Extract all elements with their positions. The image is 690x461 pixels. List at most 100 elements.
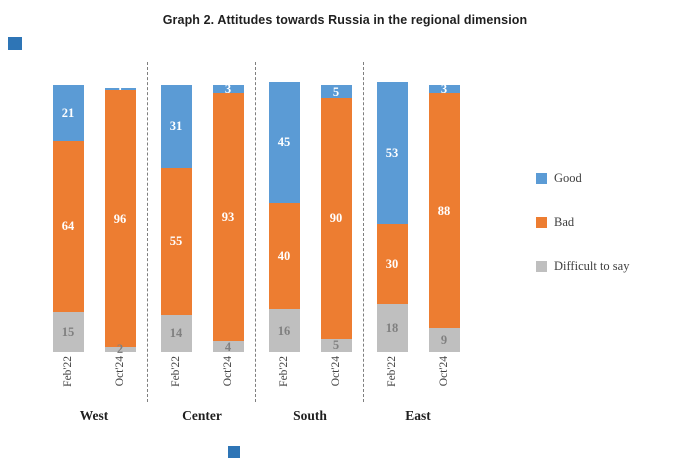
segment-value-label: 15 [61, 324, 75, 339]
segment-bad: 55 [160, 167, 192, 315]
segment-good: 3 [428, 83, 460, 95]
segment-value-label: 93 [221, 209, 235, 224]
legend-label: Good [554, 171, 582, 185]
segment-value-label: 5 [332, 338, 340, 353]
bars-row-south: 45 40 16 5 90 5 [256, 60, 364, 352]
segment-difficult-to-say: 2 [104, 343, 136, 355]
legend-item-bad: Bad [536, 215, 629, 230]
segment-value-label: 55 [169, 233, 183, 248]
bars-row-west: 21 64 15 1 96 2 [40, 60, 148, 355]
segment-good: 3 [212, 83, 244, 95]
axis-tick-center-feb-22: Feb'22 [161, 352, 192, 400]
legend-label: Difficult to say [554, 259, 630, 273]
ticks-row-west: Feb'22 Oct'24 [40, 352, 148, 400]
segment-difficult-to-say: 14 [160, 314, 192, 352]
region-separator-line [363, 62, 364, 402]
blue-square-marker-top [8, 37, 22, 50]
axis-tick-east-feb-22: Feb'22 [377, 352, 408, 400]
segment-value-label: 30 [385, 256, 399, 271]
stacked-bar-west-feb-22: 21 64 15 [52, 84, 84, 352]
stacked-bar-east-oct-24: 3 88 9 [428, 83, 460, 352]
legend: Good Bad Difficult to say [536, 171, 629, 274]
legend-item-good: Good [536, 171, 629, 186]
segment-good: 31 [160, 84, 192, 168]
ticks-row-south: Feb'22 Oct'24 [256, 352, 364, 400]
axis-tick-label: Feb'22 [278, 356, 290, 387]
legend-item-difficult-to-say: Difficult to say [536, 259, 629, 274]
stacked-bar-center-oct-24: 3 93 4 [212, 83, 244, 352]
segment-value-label: 9 [440, 332, 448, 347]
segment-value-label: 90 [329, 211, 343, 226]
axis-tick-label: Oct'24 [438, 356, 450, 387]
segment-bad: 96 [104, 90, 136, 347]
axis-tick-label: Feb'22 [386, 356, 398, 387]
segment-value-label: 14 [169, 326, 183, 341]
segment-value-label: 88 [437, 203, 451, 218]
axis-tick-label: Feb'22 [62, 356, 74, 387]
legend-swatch-icon [536, 217, 547, 228]
legend-label: Bad [554, 215, 575, 229]
segment-value-label: 45 [277, 135, 291, 150]
segment-value-label: 18 [385, 320, 399, 335]
segment-bad: 40 [268, 202, 300, 310]
axis-tick-west-feb-22: Feb'22 [53, 352, 84, 400]
ticks-row-center: Feb'22 Oct'24 [148, 352, 256, 400]
segment-value-label: 21 [61, 105, 75, 120]
segment-bad: 93 [212, 93, 244, 342]
segment-bad: 30 [376, 223, 408, 304]
segment-difficult-to-say: 16 [268, 309, 300, 352]
segment-value-label: 96 [113, 211, 127, 226]
segment-difficult-to-say: 5 [320, 338, 352, 352]
region-separator-line [255, 62, 256, 402]
segment-good: 53 [376, 82, 408, 224]
axis-tick-south-feb-22: Feb'22 [269, 352, 300, 400]
segment-good: 5 [320, 84, 352, 99]
segment-value-label: 31 [169, 119, 183, 134]
legend-swatch-icon [536, 173, 547, 184]
segment-difficult-to-say: 15 [52, 311, 84, 352]
segment-difficult-to-say: 9 [428, 328, 460, 352]
segment-bad: 64 [52, 141, 84, 312]
segment-value-label: 5 [332, 84, 340, 99]
stacked-bar-east-feb-22: 53 30 18 [376, 82, 408, 352]
region-group-west: 21 64 15 1 96 2 Feb'22 Oct'24 West [40, 60, 148, 424]
region-separator-line [147, 62, 148, 402]
segment-bad: 88 [428, 93, 460, 328]
legend-swatch-icon [536, 261, 547, 272]
segment-value-label: 53 [385, 145, 399, 160]
axis-tick-west-oct-24: Oct'24 [105, 352, 136, 400]
segment-bad: 90 [320, 98, 352, 339]
region-group-east: 53 30 18 3 88 9 Feb'22 Oct'24 East [364, 60, 472, 424]
segment-value-label: 40 [277, 248, 291, 263]
region-label-west: West [79, 408, 109, 423]
stacked-bar-west-oct-24: 1 96 2 [104, 83, 136, 355]
bars-row-center: 31 55 14 3 93 4 [148, 60, 256, 352]
region-label-east: East [405, 408, 431, 423]
axis-tick-label: Oct'24 [222, 356, 234, 387]
region-group-south: 45 40 16 5 90 5 Feb'22 Oct'24 South [256, 60, 364, 424]
region-group-center: 31 55 14 3 93 4 Feb'22 Oct'24 Center [148, 60, 256, 424]
stacked-bar-center-feb-22: 31 55 14 [160, 84, 192, 352]
axis-tick-east-oct-24: Oct'24 [429, 352, 460, 400]
blue-square-marker-bottom [228, 446, 240, 458]
axis-tick-label: Oct'24 [330, 356, 342, 387]
segment-good: 21 [52, 84, 84, 142]
ticks-row-east: Feb'22 Oct'24 [364, 352, 472, 400]
segment-difficult-to-say: 18 [376, 303, 408, 352]
bars-row-east: 53 30 18 3 88 9 [364, 60, 472, 352]
region-label-south: South [293, 408, 327, 423]
region-label-center: Center [182, 408, 222, 423]
segment-good: 45 [268, 82, 300, 203]
chart-title: Graph 2. Attitudes towards Russia in the… [162, 13, 528, 27]
segment-value-label: 16 [277, 323, 291, 338]
segment-difficult-to-say: 4 [212, 340, 244, 352]
axis-tick-label: Feb'22 [170, 356, 182, 387]
axis-tick-label: Oct'24 [114, 356, 126, 387]
stacked-bar-south-feb-22: 45 40 16 [268, 82, 300, 352]
segment-value-label: 64 [61, 219, 75, 234]
chart-regions: 21 64 15 1 96 2 Feb'22 Oct'24 West 31 55 14 3 93 4 Feb'… [40, 60, 472, 424]
axis-tick-center-oct-24: Oct'24 [213, 352, 244, 400]
axis-tick-south-oct-24: Oct'24 [321, 352, 352, 400]
stacked-bar-south-oct-24: 5 90 5 [320, 84, 352, 352]
